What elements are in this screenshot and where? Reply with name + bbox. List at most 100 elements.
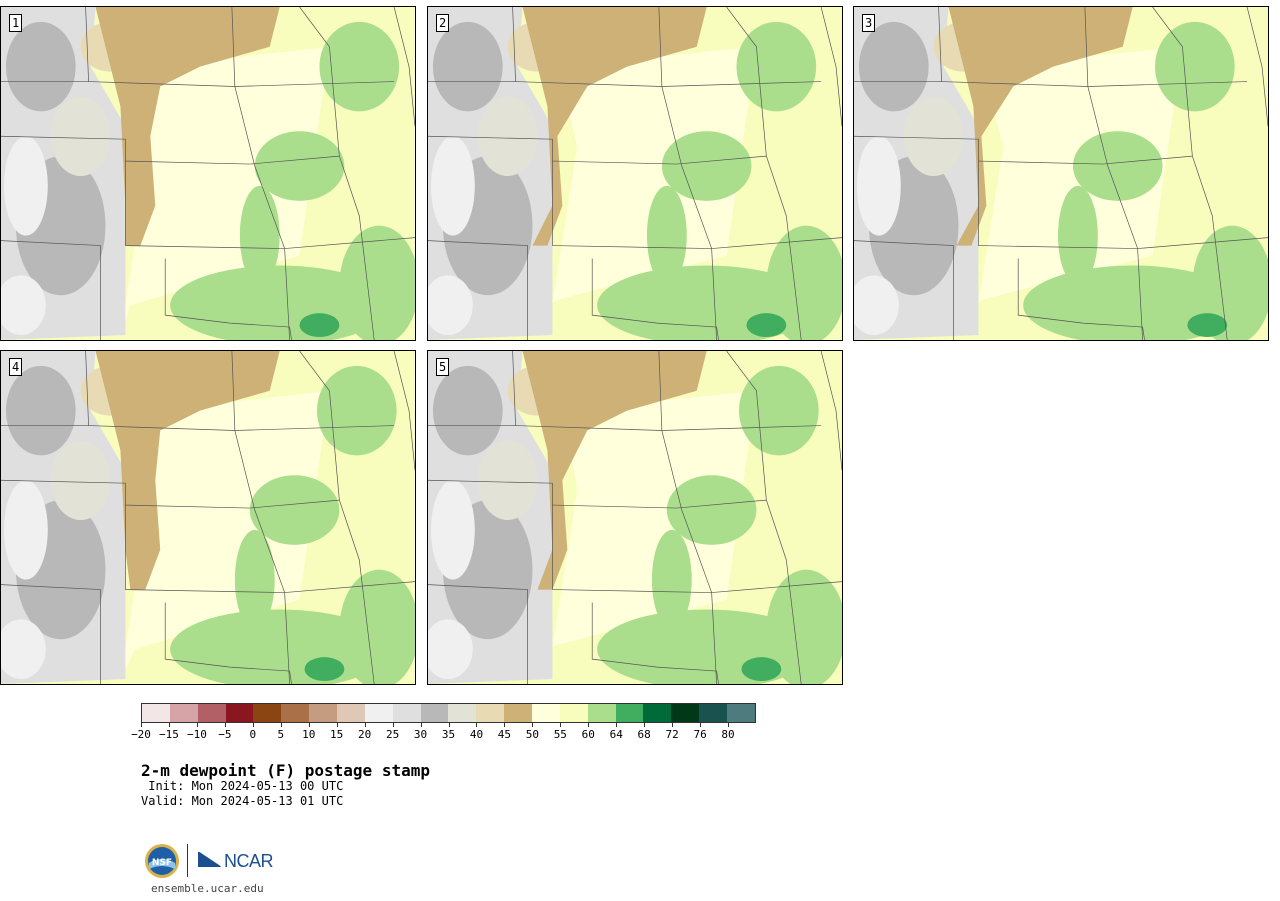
state-boundary [231,7,290,340]
map-shading [430,480,475,580]
colorbar-tick-label: −15 [159,728,179,741]
colorbar-tick [532,723,534,727]
state-boundary [854,135,979,246]
colorbar-tick-label: 20 [358,728,372,741]
map-panel-2: 2 [427,6,843,341]
colorbar-tick [476,723,478,727]
state-boundary [428,7,516,82]
colorbar-tick-label: 45 [497,728,512,741]
colorbar-swatch [559,704,588,722]
map-shading [304,657,345,682]
state-boundary [552,155,767,165]
colorbar [141,703,756,723]
map-shading [299,313,340,338]
map-shading [5,365,76,456]
state-boundary [978,237,1268,249]
state-boundary [820,7,842,127]
colorbar-tick [168,723,170,727]
map-shading [339,569,415,684]
state-boundary [1,584,101,684]
colorbar-tick-label: −5 [218,728,232,741]
map-shading [249,475,340,545]
map-canvas [1,351,415,684]
state-boundary [393,351,415,471]
map-shading [5,21,76,112]
map-shading [522,351,707,590]
map-shading [319,21,400,112]
map-shading [120,390,330,680]
state-boundary [1152,7,1228,340]
map-shading [234,529,275,630]
colorbar-tick [588,723,590,727]
map-panel-1: 1 [0,6,416,341]
map-shading [1058,185,1098,286]
colorbar-tick [448,723,450,727]
colorbar-swatch [281,704,310,722]
map-shading [736,21,817,112]
colorbar-tick-label: 35 [441,728,456,741]
colorbar-tick-label: 40 [469,728,484,741]
map-shading [1023,265,1243,340]
colorbar-tick [364,723,366,727]
map-shading [666,475,757,545]
colorbar-swatch [671,704,700,722]
colorbar-swatch [727,704,755,722]
map-panel-5: 5 [427,350,843,685]
colorbar-swatch [169,704,198,722]
state-boundary [978,155,1193,165]
map-shading [432,365,503,456]
map-shading [254,131,345,201]
state-boundary [1,479,126,590]
colorbar-tick [392,723,394,727]
map-shading [741,657,782,682]
colorbar-tick-label: 55 [553,728,567,741]
colorbar-tick [196,723,198,727]
map-shading [477,440,538,520]
map-shading [428,619,473,680]
colorbar-tick-label: 50 [525,728,539,741]
valid-time: Valid: Mon 2024-05-13 01 UTC [141,794,344,808]
state-boundary [552,237,842,249]
colorbar-swatch [309,704,338,722]
colorbar-swatch [699,704,728,722]
colorbar-tick [224,723,226,727]
map-shading [50,96,111,176]
map-shading [542,390,757,680]
colorbar-tick-label: 76 [693,728,707,741]
state-boundary [1,240,101,340]
colorbar-tick [504,723,506,727]
panel-label: 4 [9,358,23,376]
colorbar-tick [336,723,338,727]
map-shading [522,7,707,246]
state-boundary [231,351,290,684]
map-shading [477,96,538,176]
panel-label: 1 [9,14,23,32]
state-boundary [1,135,126,246]
state-boundary [820,351,842,471]
map-shading [661,131,752,201]
map-shading [430,136,475,236]
map-shading [432,21,503,112]
map-shading [617,7,697,37]
colorbar-swatch [643,704,672,722]
colorbar-tick-label: 25 [385,728,400,741]
map-shading [858,21,929,112]
colorbar-swatch [197,704,226,722]
colorbar-swatch [337,704,365,722]
colorbar-tick-label: −10 [186,728,207,741]
colorbar-tick-label: 80 [721,728,735,741]
map-shading [339,225,415,340]
state-boundary [164,258,292,340]
state-boundary [591,602,719,684]
map-shading [617,351,697,381]
map-shading [1,275,46,336]
colorbar-swatch [253,704,282,722]
colorbar-tick [141,723,142,727]
colorbar-tick [728,723,730,727]
map-panel-4: 4 [0,350,416,685]
state-boundary [552,581,842,593]
state-boundary [428,479,553,590]
map-shading [1187,313,1228,338]
colorbar-swatch [587,704,616,722]
map-shading [1155,21,1235,112]
